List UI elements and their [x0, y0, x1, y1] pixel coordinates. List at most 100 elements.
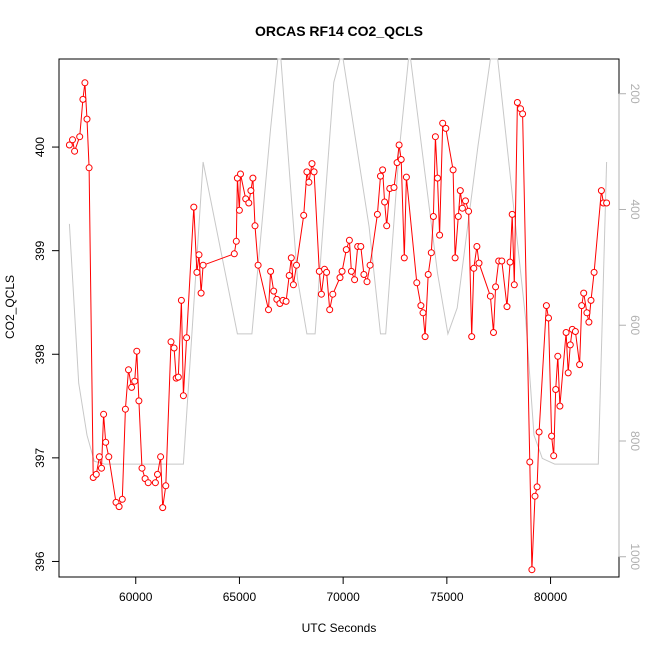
co2-point [400, 254, 408, 262]
co2-point [177, 296, 185, 304]
co2-point [402, 173, 410, 181]
co2-point [373, 210, 381, 218]
co2-point [102, 438, 110, 446]
co2-point [462, 197, 469, 205]
co2-point [533, 483, 541, 491]
co2-series [65, 79, 611, 574]
co2-point [587, 296, 595, 304]
co2-point [310, 168, 318, 176]
co2-point [503, 303, 511, 311]
co2-point [465, 207, 473, 215]
co2-point [506, 258, 514, 266]
co2-point [347, 267, 355, 275]
co2-point [419, 309, 427, 317]
co2-point [245, 199, 253, 207]
co2-point [424, 271, 432, 278]
co2-point [571, 328, 579, 335]
co2-point [293, 261, 300, 269]
right-tick-label: 600 [628, 315, 642, 335]
co2-point [308, 160, 316, 168]
co2-point [578, 302, 586, 310]
co2-point [519, 110, 527, 118]
co2-point [475, 259, 483, 267]
co2-point [230, 250, 238, 258]
co2-point [413, 279, 421, 287]
right-axis: 200 400 600 800 1000 [618, 84, 642, 570]
co2-point [287, 254, 295, 262]
co2-point [603, 199, 611, 207]
co2-point [115, 503, 123, 511]
altitude-line [68, 58, 608, 465]
co2-point [251, 222, 259, 230]
co2-point [381, 198, 389, 206]
co2-point [105, 453, 113, 461]
y-axis-label: CO2_QCLS [3, 275, 17, 339]
chart-title: ORCAS RF14 CO2_QCLS [255, 23, 423, 39]
x-tick-label: 80000 [534, 590, 568, 604]
co2-point [183, 334, 191, 342]
co2-point [451, 254, 459, 262]
co2-point [366, 261, 374, 269]
co2-point [167, 338, 175, 346]
right-tick-label: 800 [628, 431, 642, 451]
co2-point [492, 283, 500, 291]
co2-point [195, 251, 203, 259]
co2-point [434, 174, 441, 182]
co2-point [417, 302, 425, 310]
co2-point [554, 352, 562, 360]
co2-point [154, 470, 161, 478]
co2-point [100, 410, 108, 418]
co2-point [303, 168, 311, 176]
x-axis: 60000 65000 70000 75000 80000 [119, 576, 568, 604]
co2-point [267, 267, 275, 275]
co2-point [357, 243, 365, 250]
co2-point [131, 377, 139, 385]
x-tick-label: 65000 [223, 590, 257, 604]
co2-point [345, 236, 353, 244]
co2-point [98, 464, 105, 472]
co2-point [317, 290, 325, 298]
co2-point [92, 470, 100, 478]
co2-point [585, 318, 593, 326]
co2-point [470, 264, 478, 272]
co2-point [138, 464, 146, 472]
co2-point [85, 164, 93, 172]
co2-point [576, 361, 584, 369]
co2-point [159, 504, 167, 512]
co2-point [597, 187, 605, 195]
co2-point [556, 402, 564, 410]
x-tick-label: 75000 [430, 590, 464, 604]
co2-point [193, 268, 201, 276]
co2-point [383, 222, 391, 230]
co2-point [379, 166, 387, 174]
co2-point [282, 297, 290, 305]
co2-point [360, 271, 368, 278]
co2-point [118, 495, 126, 503]
co2-point [590, 268, 598, 276]
co2-point [550, 452, 558, 460]
co2-point [83, 115, 91, 123]
right-tick-label: 200 [628, 84, 642, 104]
co2-point [431, 133, 439, 141]
y-tick-label: 399 [33, 240, 47, 260]
co2-point [300, 211, 308, 219]
co2-point [439, 119, 447, 127]
co2-point [121, 405, 129, 413]
co2-point [390, 184, 398, 191]
co2-point [535, 428, 543, 436]
y-axis: 396 397 398 399 400 [33, 137, 60, 572]
co2-point [174, 373, 182, 381]
co2-point [170, 344, 178, 352]
co2-point [531, 492, 539, 500]
co2-point [363, 278, 371, 286]
co2-point [473, 243, 481, 250]
co2-point [548, 432, 556, 440]
co2-point [329, 290, 337, 298]
co2-point [490, 329, 497, 336]
co2-point [427, 249, 435, 257]
altitude-series [68, 58, 608, 465]
co2-point [157, 453, 165, 461]
co2-point [249, 174, 257, 182]
co2-point [397, 156, 405, 163]
y-tick-label: 400 [33, 137, 47, 157]
